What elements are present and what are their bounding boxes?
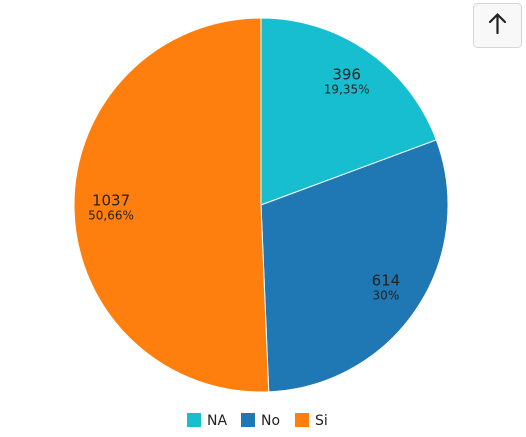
percent-label: 19,35%	[324, 82, 370, 96]
legend-swatch	[241, 413, 255, 427]
value-label: 396	[332, 65, 361, 83]
legend-label: Si	[315, 413, 328, 429]
legend-label: NA	[207, 413, 227, 429]
value-label: 614	[372, 272, 401, 290]
legend-swatch	[295, 413, 309, 427]
pie-slice	[73, 17, 270, 393]
legend-label: No	[261, 413, 280, 429]
pie-slice	[260, 17, 437, 206]
arrow-up-icon[interactable]	[488, 12, 507, 35]
value-label: 1037	[92, 192, 130, 210]
percent-label: 50,66%	[88, 209, 134, 223]
percent-label: 30%	[373, 289, 400, 303]
pie-slice	[260, 139, 449, 393]
legend-swatch	[187, 413, 201, 427]
scroll-top-button[interactable]	[473, 3, 522, 48]
